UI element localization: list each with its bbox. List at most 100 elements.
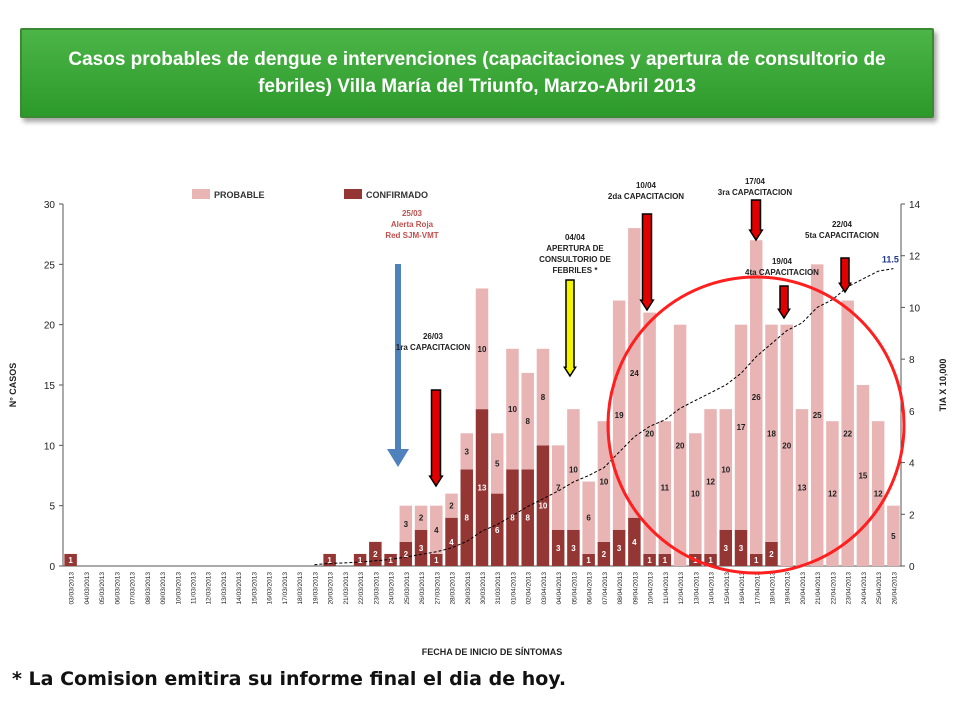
annotation-cap2: 2da CAPACITACION (608, 192, 684, 201)
bar-probable (536, 348, 550, 446)
bar-label-probable: 17 (737, 423, 746, 432)
x-tick-label: 23/04/2013 (846, 572, 853, 605)
y2-tick-label: 2 (909, 510, 915, 521)
annotation-alerta: Alerta Roja (391, 220, 434, 229)
x-tick-label: 07/03/2013 (130, 572, 137, 605)
bar-confirmado (643, 553, 656, 566)
bar-confirmado (430, 553, 443, 566)
bar-probable (506, 348, 519, 470)
x-tick-label: 07/04/2013 (602, 572, 609, 605)
legend-label-probable: PROBABLE (214, 190, 265, 200)
bar-label-probable: 12 (706, 478, 715, 487)
bar-probable (445, 493, 458, 518)
bar-label-probable: 10 (691, 490, 700, 499)
annotation-cap4: 4ta CAPACITACION (745, 268, 819, 277)
bar-probable (628, 228, 641, 518)
arrow-cap2 (639, 213, 655, 312)
bar-label-probable: 20 (676, 441, 685, 450)
bar-label-probable: 10 (721, 465, 730, 474)
bar-probable (414, 505, 428, 530)
bar-label-confirmado: 3 (739, 544, 744, 553)
bar-label-confirmado: 1 (68, 556, 73, 565)
x-tick-label: 24/04/2013 (861, 572, 868, 605)
bar-label-probable: 8 (525, 417, 530, 426)
bar-label-probable: 10 (569, 465, 578, 474)
bar-label-confirmado: 1 (708, 556, 713, 565)
annotation-cap5: 22/04 (832, 220, 853, 229)
bar-probable (689, 433, 702, 554)
bar-label-probable: 4 (434, 526, 439, 535)
y-tick-label: 10 (44, 441, 56, 452)
x-tick-label: 12/04/2013 (678, 572, 685, 605)
x-tick-label: 24/03/2013 (389, 572, 396, 605)
bar-probable (765, 324, 778, 542)
x-tick-label: 21/04/2013 (815, 572, 822, 605)
bar-label-confirmado: 4 (632, 538, 637, 547)
arrow-cap4 (777, 285, 791, 320)
bar-label-confirmado: 1 (358, 556, 363, 565)
annotation-cap3: 3ra CAPACITACION (718, 188, 793, 197)
bar-confirmado (64, 553, 77, 566)
x-tick-label: 18/03/2013 (297, 572, 304, 605)
bar-probable (704, 409, 717, 554)
bar-label-confirmado: 1 (388, 556, 393, 565)
bar-confirmado (719, 529, 733, 566)
x-tick-label: 01/04/2013 (510, 572, 517, 605)
bar-label-probable: 5 (891, 532, 896, 541)
bar-probable (460, 433, 474, 470)
bar-probable (750, 240, 763, 554)
tia-end-label: 11.5 (882, 255, 899, 265)
bar-label-probable: 10 (478, 345, 487, 354)
bar-label-confirmado: 1 (754, 556, 759, 565)
bar-confirmado (612, 529, 626, 566)
x-tick-label: 22/03/2013 (358, 572, 365, 605)
x-tick-label: 27/03/2013 (434, 572, 441, 605)
y-tick-label: 0 (49, 562, 55, 573)
bar-label-probable: 25 (813, 411, 822, 420)
x-tick-label: 17/04/2013 (754, 572, 761, 605)
bar-label-confirmado: 1 (327, 556, 332, 565)
x-tick-label: 12/03/2013 (206, 572, 213, 605)
x-tick-label: 18/04/2013 (769, 572, 776, 605)
x-tick-label: 04/03/2013 (84, 572, 91, 605)
x-tick-label: 19/03/2013 (312, 572, 319, 605)
x-tick-label: 11/04/2013 (663, 572, 670, 604)
annotation-alerta: Red SJM-VMT (385, 231, 438, 240)
y-tick-label: 5 (49, 502, 55, 513)
bar-label-probable: 19 (615, 411, 624, 420)
arrow-consultorio (563, 279, 577, 378)
x-tick-label: 14/04/2013 (709, 572, 716, 605)
highlight-circle (606, 275, 906, 575)
bar-label-probable: 15 (858, 472, 867, 481)
bar-label-confirmado: 3 (571, 544, 576, 553)
bar-probable (597, 421, 611, 542)
annotation-cap2: 10/04 (636, 181, 657, 190)
bar-confirmado (582, 553, 595, 566)
bar-label-probable: 5 (495, 459, 500, 468)
bar-label-confirmado: 1 (663, 556, 668, 565)
y2-tick-label: 8 (909, 355, 915, 366)
y2-tick-label: 14 (909, 200, 921, 211)
bar-confirmado (475, 409, 489, 566)
x-tick-label: 15/03/2013 (251, 572, 258, 605)
bar-label-probable: 6 (586, 514, 591, 523)
x-tick-label: 25/03/2013 (404, 572, 411, 605)
annotation-consultorio: APERTURA DE (546, 244, 604, 253)
x-tick-label: 13/04/2013 (693, 572, 700, 605)
x-tick-label: 06/03/2013 (114, 572, 121, 605)
annotation-consultorio: FEBRILES * (553, 266, 599, 275)
x-tick-label: 11/03/2013 (191, 572, 198, 604)
y2-tick-label: 12 (909, 252, 921, 263)
x-tick-label: 16/04/2013 (739, 572, 746, 605)
x-tick-label: 09/03/2013 (160, 572, 167, 605)
bar-probable (399, 505, 413, 542)
bar-confirmado (536, 445, 550, 566)
bar-confirmado (521, 469, 534, 566)
bar-label-probable: 2 (419, 514, 424, 523)
bar-confirmado (445, 517, 458, 566)
x-tick-label: 06/04/2013 (587, 572, 594, 605)
bar-probable (430, 505, 443, 554)
x-tick-label: 19/04/2013 (785, 572, 792, 605)
bar-probable (551, 445, 565, 530)
x-tick-label: 08/03/2013 (145, 572, 152, 605)
